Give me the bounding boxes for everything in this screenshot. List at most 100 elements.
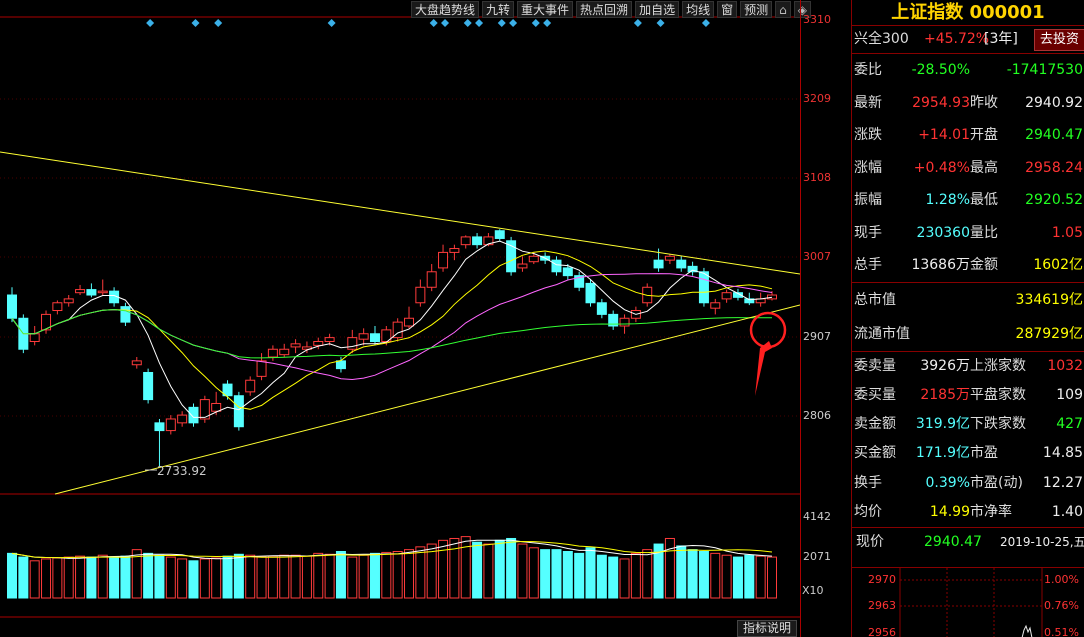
quote-field-value: 3926万 xyxy=(920,357,970,374)
volume-bar xyxy=(528,547,539,599)
candle-body xyxy=(483,236,494,246)
candle-body xyxy=(256,360,267,377)
volume-bar xyxy=(177,558,188,599)
volume-bar xyxy=(653,543,664,599)
volume-bar xyxy=(517,543,528,599)
volume-bar xyxy=(483,543,494,599)
volume-bar xyxy=(392,551,403,599)
quote-field-label: 开盘 xyxy=(970,127,998,143)
mini-price-tick: 2963 xyxy=(868,599,896,612)
quote-field-value: 230360 xyxy=(916,224,970,241)
toolbar-ninexturn-button[interactable]: 九转 xyxy=(482,1,515,18)
toolbar-window-button[interactable]: 窗 xyxy=(717,1,738,18)
quote-field-label: 上涨家数 xyxy=(970,357,1026,374)
invest-button[interactable]: 去投资 xyxy=(1034,29,1084,51)
quote-row: 委卖量 3926万 上涨家数 1032 xyxy=(852,352,1084,381)
kline-chart-area[interactable]: 大盘趋势线 九转 重大事件 热点回溯 加自选 均线 窗 预测 ⌂ ◈ 2733.… xyxy=(0,0,811,637)
volume-bar xyxy=(381,551,392,599)
volume-bar xyxy=(256,556,267,599)
quote-field-value: 319.9亿 xyxy=(915,416,970,433)
volume-bar xyxy=(438,539,449,599)
volume-bar xyxy=(324,553,335,599)
candle-body xyxy=(313,340,324,346)
mini-intraday-chart[interactable]: 2970 2963 2956 1.00% 0.76% 0.51% xyxy=(852,567,1084,637)
candle-body xyxy=(415,286,426,304)
quote-field-label: 委买量 xyxy=(854,386,896,403)
ma60-line xyxy=(11,309,772,359)
volume-bar xyxy=(767,556,777,599)
volume-bar xyxy=(596,554,607,599)
volume-bar xyxy=(585,547,596,599)
candle-body xyxy=(608,313,619,327)
quote-field-label: 总市值 xyxy=(854,291,896,308)
candle-body xyxy=(131,360,142,366)
current-price-label: 现价 xyxy=(856,534,884,551)
candle-body xyxy=(744,298,755,304)
candle-body xyxy=(426,271,437,288)
quote-field-value: 287929亿 xyxy=(1015,325,1083,342)
volume-bar xyxy=(199,558,210,599)
candle-body xyxy=(267,348,278,358)
candle-body xyxy=(574,275,585,288)
event-marker xyxy=(441,19,450,27)
event-marker xyxy=(509,19,518,27)
date-label: 2019-10-25,五 xyxy=(1000,535,1084,550)
volume-bar xyxy=(120,555,131,599)
candle-body xyxy=(596,302,607,315)
candle-body xyxy=(52,302,63,312)
volume-bar xyxy=(664,537,675,599)
candle-body xyxy=(551,259,562,273)
indicator-help-button[interactable]: 指标说明 xyxy=(737,620,797,637)
kline-chart[interactable] xyxy=(0,0,800,637)
volume-bar xyxy=(63,556,74,599)
candle-body xyxy=(188,406,199,424)
quote-row: 最新 2954.93 昨收 2940.92 xyxy=(852,87,1084,120)
quote-row: 均价 14.99 市净率 1.40 xyxy=(852,498,1084,527)
candle-body xyxy=(324,337,335,342)
quote-field-label: 买金额 xyxy=(854,445,896,462)
lock-icon[interactable]: ⌂ xyxy=(775,1,791,18)
volume-bar xyxy=(97,554,108,599)
toolbar-hotspot-review-button[interactable]: 热点回溯 xyxy=(576,1,633,18)
volume-bar xyxy=(608,556,619,599)
candle-body xyxy=(335,360,346,370)
mini-pct-tick: 1.00% xyxy=(1044,573,1079,586)
volume-tick: 2071 xyxy=(803,550,831,563)
toolbar-moving-average-button[interactable]: 均线 xyxy=(682,1,715,18)
toolbar-major-events-button[interactable]: 重大事件 xyxy=(517,1,574,18)
volume-bar xyxy=(404,549,415,599)
volume-bar xyxy=(744,554,755,599)
quote-field-label: 金额 xyxy=(970,257,998,273)
quote-field-value: 14.99 xyxy=(929,503,970,520)
annotation-arrow xyxy=(755,341,772,396)
volume-bar xyxy=(313,552,324,599)
candle-body xyxy=(143,371,154,401)
volume-bar xyxy=(755,555,766,599)
event-marker xyxy=(633,19,642,27)
candle-body xyxy=(29,333,40,342)
toolbar-trendline-button[interactable]: 大盘趋势线 xyxy=(411,1,480,18)
candle-body xyxy=(506,240,517,273)
toolbar-forecast-button[interactable]: 预测 xyxy=(740,1,773,18)
candle-body xyxy=(721,292,732,300)
quote-field-label: 现手 xyxy=(854,224,882,241)
quote-block-3: 委卖量 3926万 上涨家数 1032 委买量 2185万 平盘家数 109 卖金额 319.9亿… xyxy=(852,350,1084,528)
quote-field-label: 委比 xyxy=(854,62,882,78)
candle-body xyxy=(517,263,528,269)
toolbar-add-watchlist-button[interactable]: 加自选 xyxy=(635,1,680,18)
volume-bar xyxy=(211,557,222,599)
chart-toolbar: 大盘趋势线 九转 重大事件 热点回溯 加自选 均线 窗 预测 ⌂ ◈ xyxy=(411,1,811,18)
quote-field-label: 市盈(动) xyxy=(970,474,1023,491)
volume-bar xyxy=(245,554,256,599)
candle-body xyxy=(562,267,573,277)
quote-field-value: 12.27 xyxy=(1042,474,1083,491)
candle-body xyxy=(63,298,74,304)
mini-chart-grid xyxy=(899,568,1043,637)
settings-icon[interactable]: ◈ xyxy=(793,1,811,18)
event-marker xyxy=(191,19,200,27)
candle-body xyxy=(653,259,664,269)
volume-bar xyxy=(676,545,687,599)
candle-body xyxy=(732,292,743,298)
price-tick: 3108 xyxy=(803,171,831,184)
quote-field-value: 171.9亿 xyxy=(915,445,970,462)
